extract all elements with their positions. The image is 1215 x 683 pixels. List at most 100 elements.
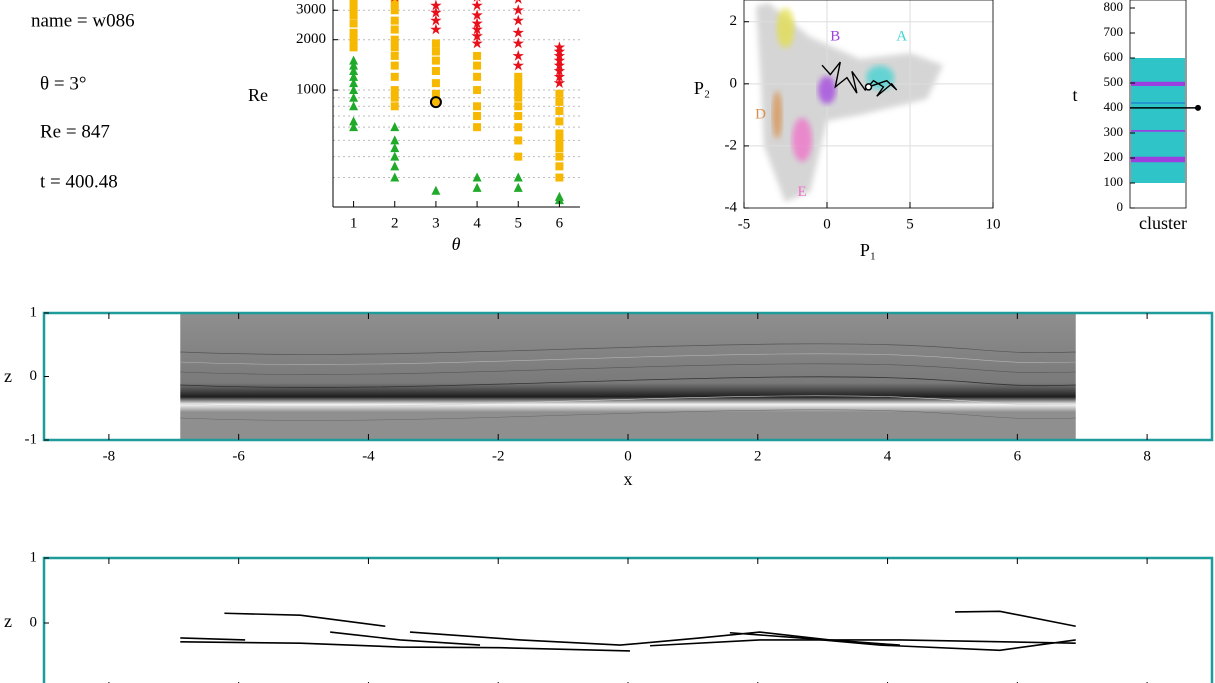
- y-tick-label: 600: [1104, 49, 1124, 64]
- contour-line: [180, 637, 246, 641]
- x-tick-label: -6: [232, 448, 245, 464]
- trajectory: [821, 61, 898, 97]
- cluster-segment: [1131, 156, 1185, 163]
- marker-square: [514, 72, 523, 81]
- y-axis-label: Re: [248, 85, 268, 105]
- cluster: [772, 90, 783, 139]
- marker-square: [431, 79, 440, 88]
- marker-square: [431, 97, 440, 106]
- contour-line: [180, 641, 630, 652]
- marker-square: [473, 86, 482, 95]
- marker-square: [349, 28, 358, 37]
- marker-square: [555, 117, 564, 126]
- marker-square: [473, 61, 482, 70]
- x-tick-label: -2: [492, 448, 505, 464]
- marker-triangle: [349, 65, 359, 75]
- marker-star: [553, 54, 566, 66]
- marker-square: [431, 89, 440, 98]
- cluster-segment: [1131, 58, 1185, 183]
- marker-square: [349, 0, 358, 6]
- marker-square: [390, 102, 399, 111]
- cluster-segment: [1131, 130, 1185, 132]
- marker-square: [514, 79, 523, 88]
- marker-star: [430, 6, 442, 18]
- marker-square: [514, 93, 523, 102]
- info-theta: θ = 3°: [40, 73, 86, 94]
- marker-square: [349, 43, 358, 52]
- contour-line: [729, 631, 1076, 652]
- marker-triangle: [349, 85, 359, 95]
- marker-star: [391, 0, 399, 2]
- y-tick-label: 1000: [296, 81, 326, 97]
- marker-square: [390, 51, 399, 60]
- marker-square: [390, 6, 399, 15]
- y-tick-label: 1: [30, 549, 38, 565]
- x-tick-label: 1: [350, 215, 358, 231]
- y-tick-label: 2000: [296, 31, 326, 47]
- marker-triangle: [390, 143, 400, 153]
- axes-frame: [743, 0, 994, 209]
- y-tick-label: 500: [1104, 74, 1124, 89]
- marker-square: [390, 35, 399, 44]
- marker-square: [431, 66, 440, 75]
- field-streak: [180, 395, 1076, 407]
- marker-star: [471, 0, 483, 11]
- x-tick-label: 6: [556, 215, 564, 231]
- marker-square: [514, 152, 523, 161]
- contour-line: [955, 610, 1076, 628]
- cluster-label: A: [896, 29, 907, 45]
- x-tick-label: 10: [986, 216, 1001, 232]
- marker-square: [514, 102, 523, 111]
- y-axis-label: z: [4, 611, 12, 631]
- marker-triangle: [349, 71, 359, 81]
- marker-square: [473, 111, 482, 120]
- marker-square: [431, 39, 440, 48]
- current-point: [864, 83, 873, 91]
- y-tick-label: 0: [1117, 199, 1124, 214]
- marker-star: [553, 77, 566, 88]
- y-tick-label: 1: [30, 304, 38, 320]
- marker-square: [473, 123, 482, 132]
- y-tick-label: -2: [725, 137, 738, 153]
- marker-square: [390, 72, 399, 81]
- marker-triangle: [472, 172, 482, 182]
- field-streak: [180, 363, 1076, 375]
- x-tick-label: 8: [1143, 448, 1151, 464]
- y-tick-label: -4: [725, 199, 738, 215]
- marker-square: [555, 144, 564, 153]
- field-image: [180, 313, 1076, 440]
- marker-square: [514, 111, 523, 120]
- marker-square: [431, 47, 440, 56]
- cluster: [818, 76, 836, 105]
- marker-star: [553, 41, 566, 53]
- marker-square: [390, 43, 399, 52]
- contour-line: [650, 639, 1076, 647]
- marker-star: [553, 45, 566, 57]
- cluster: [776, 7, 795, 48]
- marker-square: [555, 152, 564, 161]
- marker-triangle: [390, 161, 400, 171]
- marker-triangle: [349, 122, 359, 132]
- contour-line: [224, 612, 386, 628]
- marker-square: [390, 93, 399, 102]
- marker-square: [473, 72, 482, 81]
- marker-triangle: [390, 172, 400, 182]
- y-tick-label: 800: [1104, 0, 1124, 14]
- y-tick-label: 100: [1104, 174, 1124, 189]
- marker-star: [553, 59, 566, 71]
- marker-square: [555, 97, 564, 106]
- x-tick-label: 3: [432, 215, 440, 231]
- marker-star: [512, 4, 524, 16]
- marker-square: [473, 51, 482, 60]
- x-tick-label: 4: [884, 448, 892, 464]
- y-axis-label: t: [1072, 85, 1077, 105]
- y-tick-label: -1: [25, 431, 38, 447]
- marker-triangle: [349, 60, 359, 70]
- contour-line: [409, 631, 900, 646]
- marker-star: [553, 49, 566, 61]
- x-tick-label: 6: [1014, 448, 1022, 464]
- marker-circle: [429, 96, 442, 109]
- axes-frame: [42, 556, 1214, 683]
